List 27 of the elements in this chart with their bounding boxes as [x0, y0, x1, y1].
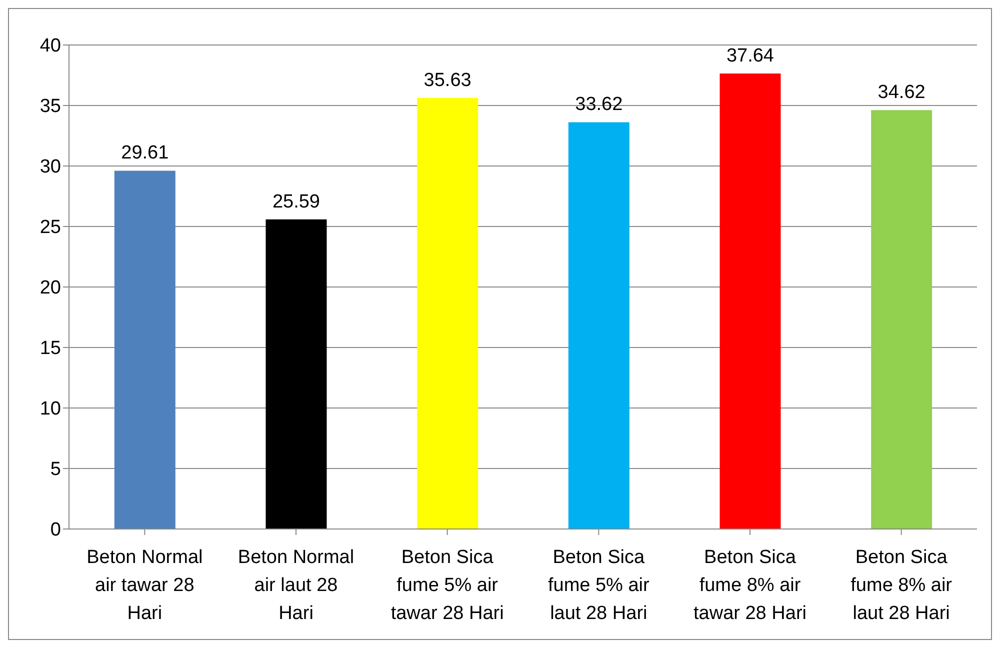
bar: [266, 219, 327, 529]
bar: [568, 122, 630, 529]
y-tick-label: 20: [40, 278, 61, 299]
y-tick-label: 30: [40, 156, 61, 178]
x-tick-label: Beton Sica fume 5% air laut 28 Hari: [548, 547, 650, 624]
y-tick-label: 40: [40, 36, 61, 57]
data-label: 33.62: [575, 94, 623, 116]
y-tick-label: 35: [40, 96, 61, 118]
data-label: 35.63: [424, 70, 472, 91]
data-label: 29.61: [121, 142, 169, 164]
data-label: 37.64: [726, 46, 774, 67]
bar: [114, 170, 176, 529]
bar: [720, 74, 781, 529]
y-tick-label: 5: [50, 459, 61, 480]
bar: [871, 110, 932, 529]
data-label: 25.59: [272, 191, 320, 212]
x-tick-label: Beton Normal air laut 28 Hari: [238, 547, 354, 624]
x-tick-label: Beton Normal air tawar 28 Hari: [86, 547, 203, 624]
y-tick-label: 25: [40, 217, 61, 238]
y-tick-label: 10: [40, 398, 61, 420]
x-tick-label: Beton Sica fume 5% air tawar 28 Hari: [390, 547, 504, 624]
bar: [417, 98, 478, 529]
data-label: 34.62: [878, 82, 926, 104]
y-tick-label: 0: [50, 520, 61, 541]
x-tick-label: Beton Sica fume 8% air laut 28 Hari: [850, 547, 953, 624]
y-tick-label: 15: [40, 338, 61, 360]
x-tick-label: Beton Sica fume 8% air tawar 28 Hari: [694, 547, 806, 624]
